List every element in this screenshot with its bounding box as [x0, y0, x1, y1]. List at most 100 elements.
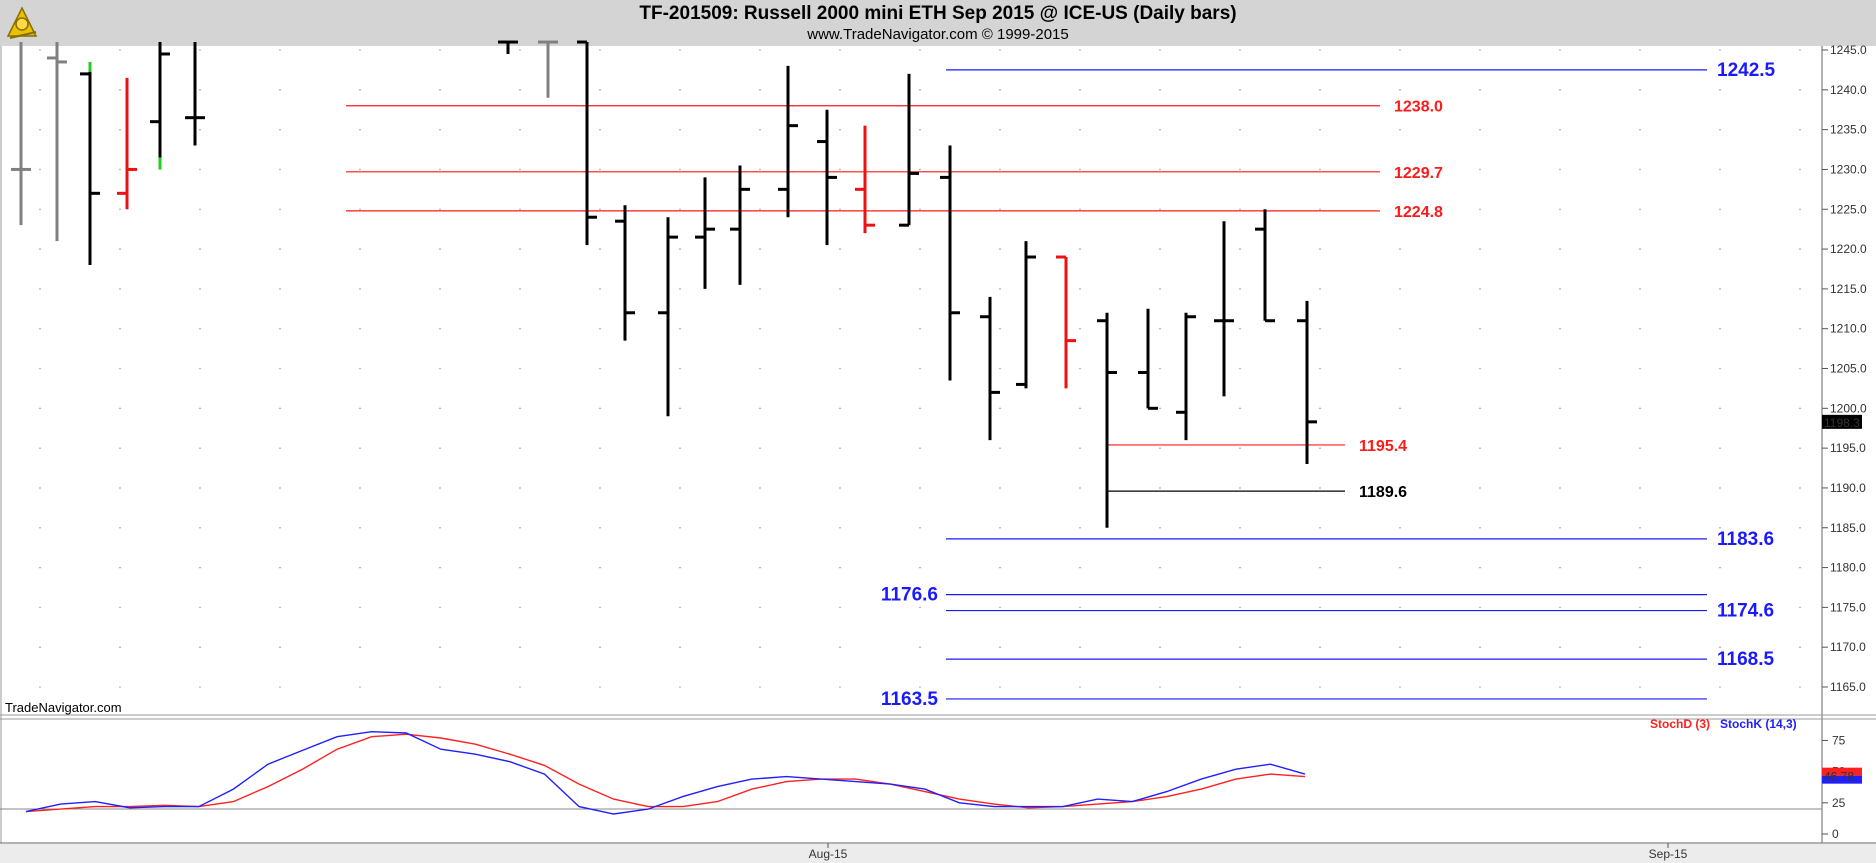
grid-dot — [1159, 447, 1161, 449]
grid-dot — [439, 89, 441, 91]
grid-dot — [599, 447, 601, 449]
grid-dot — [759, 646, 761, 648]
grid-dot — [759, 89, 761, 91]
grid-dot — [679, 128, 681, 131]
grid-dot — [1079, 327, 1081, 330]
grid-dot — [1559, 288, 1561, 290]
grid-dot — [599, 367, 601, 370]
level-label: 1229.7 — [1394, 165, 1443, 182]
grid-dot — [199, 487, 201, 489]
grid-dot — [999, 288, 1001, 290]
grid-dot — [439, 288, 441, 290]
grid-dot — [1559, 407, 1561, 410]
grid-dot — [439, 646, 441, 648]
grid-dot — [1639, 487, 1641, 489]
grid-dot — [279, 487, 281, 489]
grid-dot — [1479, 407, 1481, 410]
grid-dot — [839, 447, 841, 449]
grid-dot — [1719, 49, 1721, 51]
grid-dot — [119, 566, 121, 569]
grid-dot — [119, 646, 121, 648]
grid-dot — [919, 606, 921, 609]
grid-dot — [919, 248, 921, 250]
grid-dot — [1559, 606, 1561, 609]
grid-dot — [39, 208, 41, 211]
grid-dot — [519, 487, 521, 489]
grid-dot — [119, 686, 121, 688]
grid-dot — [1319, 407, 1321, 410]
grid-dot — [1079, 447, 1081, 449]
grid-dot — [1159, 288, 1161, 290]
grid-dot — [1559, 566, 1561, 569]
grid-dot — [439, 686, 441, 688]
grid-dot — [839, 168, 841, 171]
grid-dot — [1079, 288, 1081, 290]
grid-dot — [1079, 487, 1081, 489]
grid-dot — [359, 487, 361, 489]
grid-dot — [1639, 686, 1641, 688]
grid-dot — [1159, 606, 1161, 609]
grid-dot — [1319, 606, 1321, 609]
grid-dot — [1319, 646, 1321, 648]
grid-dot — [439, 526, 441, 529]
grid-dot — [439, 49, 441, 51]
grid-dot — [1399, 407, 1401, 410]
grid-dot — [919, 208, 921, 211]
grid-dot — [1559, 89, 1561, 91]
grid-dot — [1479, 606, 1481, 609]
grid-dot — [1719, 367, 1721, 370]
grid-dot — [39, 168, 41, 171]
grid-dot — [39, 89, 41, 91]
grid-dot — [1239, 248, 1241, 250]
level-label: 1242.5 — [1717, 60, 1776, 81]
grid-dot — [1479, 208, 1481, 211]
last-price-box — [1822, 414, 1862, 429]
grid-dot — [1079, 89, 1081, 91]
axes: 1165.0 1170.0 1175.0 1180.0 1185.0 1190.0 1195… — [0, 40, 1876, 863]
stoch-axis-ticks: 0255075 — [1822, 733, 1846, 841]
grid-dot — [1399, 49, 1401, 51]
watermark: TradeNavigator.com — [5, 700, 122, 715]
grid-dot — [199, 407, 201, 410]
grid-dot — [1559, 447, 1561, 449]
grid-dot — [519, 367, 521, 370]
grid-dot — [1239, 49, 1241, 51]
grid-dot — [1239, 168, 1241, 171]
grid-dot — [359, 646, 361, 648]
grid-dot — [1319, 686, 1321, 688]
grid-dot — [359, 168, 361, 171]
grid-dot — [1799, 526, 1801, 529]
grid-dot — [679, 686, 681, 688]
grid-dot — [679, 487, 681, 489]
grid-dot — [1799, 89, 1801, 91]
grid-dot — [279, 447, 281, 449]
price-tick-label: 1165.0 — [1830, 680, 1866, 694]
grid-dot — [1479, 367, 1481, 370]
grid-dot — [679, 646, 681, 648]
grid-dot — [1479, 288, 1481, 290]
grid-dot — [1639, 447, 1641, 449]
grid-dot — [599, 686, 601, 688]
x-axis-band — [0, 844, 1876, 863]
grid-dot — [679, 447, 681, 449]
grid-dot — [919, 686, 921, 688]
level-label: 1195.4 — [1359, 438, 1407, 455]
grid-dot — [1719, 248, 1721, 250]
grid-dot — [439, 447, 441, 449]
grid-dot — [839, 367, 841, 370]
grid-dot — [39, 407, 41, 410]
grid-dot — [1639, 168, 1641, 171]
grid-dot — [1239, 566, 1241, 569]
grid-dot — [1399, 606, 1401, 609]
grid-dot — [599, 288, 601, 290]
grid-dot — [919, 168, 921, 171]
grid-dot — [919, 646, 921, 648]
grid-dot — [759, 407, 761, 410]
grid-dot — [199, 49, 201, 51]
grid-dot — [1719, 566, 1721, 569]
grid-dot — [759, 288, 761, 290]
grid-dot — [999, 606, 1001, 609]
grid-dot — [1639, 89, 1641, 91]
grid-dot — [759, 128, 761, 131]
stoch-last-value: 46.78 — [1824, 770, 1854, 784]
